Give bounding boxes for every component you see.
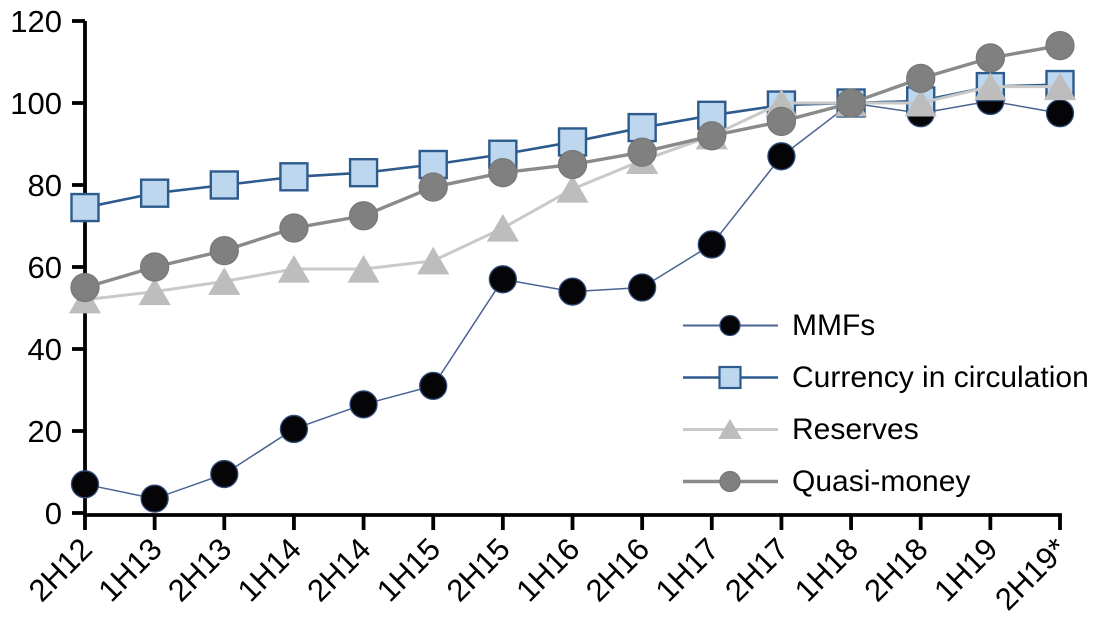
series-reserves-marker: [486, 214, 519, 242]
series-quasi-money-marker: [627, 137, 657, 167]
series-currency-in-circulation-marker: [627, 112, 657, 143]
circle-marker-icon: [719, 314, 741, 337]
x-tick-label: 1H18: [788, 531, 865, 608]
legend-label-currency-in-circulation: Currency in circulation: [792, 361, 1089, 394]
series-mmfs-marker: [349, 390, 378, 419]
x-tick-label: 1H16: [509, 531, 586, 608]
x-tick-label: 1H15: [370, 531, 447, 608]
series-currency-in-circulation-marker: [209, 170, 239, 200]
legend: MMFs Currency in circulation Reserves Qu…: [683, 309, 1089, 498]
x-tick-label: 2H12: [22, 531, 99, 608]
series-currency-in-circulation-marker: [348, 157, 379, 188]
circle-marker-icon: [719, 470, 741, 493]
series-reserves-marker: [138, 277, 171, 306]
series-quasi-money-marker: [348, 201, 379, 231]
y-tick-label: 80: [28, 168, 62, 203]
series-quasi-money-marker: [70, 272, 100, 303]
square-marker-icon: [718, 365, 742, 390]
series-mmfs-marker: [1045, 99, 1075, 128]
series-quasi-money-marker: [418, 172, 448, 202]
y-tick-label: 60: [28, 250, 62, 285]
legend-item-reserves: Reserves: [683, 413, 1089, 446]
y-tick-label: 120: [10, 4, 62, 39]
series-mmfs-marker: [767, 142, 796, 171]
series-reserves-marker: [347, 255, 380, 283]
legend-item-mmfs: MMFs: [683, 309, 1089, 342]
series-reserves-marker: [556, 175, 589, 203]
series-quasi-money-marker: [279, 213, 309, 243]
legend-label-quasi-money: Quasi-money: [792, 465, 971, 498]
x-tick-label: 1H13: [91, 531, 168, 608]
legend-item-currency-in-circulation: Currency in circulation: [683, 361, 1089, 394]
x-tick-label: 2H17: [718, 531, 795, 608]
legend-swatch-quasi-money-icon: [683, 470, 778, 493]
series-reserves-marker: [904, 88, 937, 117]
series-reserves-marker: [208, 267, 241, 295]
series-mmfs-marker: [210, 459, 239, 489]
x-tick-label: 2H19*: [988, 531, 1074, 617]
series-quasi-money-marker: [975, 43, 1006, 73]
series-quasi-money-marker: [766, 106, 797, 137]
series-mmfs-marker: [70, 470, 100, 499]
legend-swatch-currency-icon: [683, 365, 778, 390]
y-tick-label: 40: [28, 332, 62, 367]
x-tick-label: 1H17: [649, 531, 726, 608]
series-quasi-money-marker: [557, 149, 588, 180]
series-quasi-money-marker: [139, 252, 170, 282]
series-mmfs-marker: [697, 230, 726, 259]
series-currency-in-circulation-marker: [279, 162, 309, 192]
legend-label-reserves: Reserves: [792, 413, 919, 446]
legend-item-quasi-money: Quasi-money: [683, 465, 1089, 498]
triangle-marker-icon: [718, 419, 742, 439]
series-mmfs-marker: [419, 371, 448, 401]
legend-swatch-reserves-icon: [683, 419, 778, 439]
series-quasi-money-marker: [209, 235, 239, 266]
x-tick-label: 2H18: [858, 531, 935, 608]
series-reserves-marker: [974, 72, 1007, 101]
x-tick-label: 1H14: [231, 531, 308, 608]
series-reserves-marker: [277, 255, 311, 283]
y-tick-label: 20: [28, 414, 62, 449]
series-reserves-marker: [1043, 72, 1077, 101]
legend-label-mmfs: MMFs: [792, 309, 876, 342]
x-tick-label: 2H15: [440, 531, 517, 608]
x-tick-label: 2H14: [300, 531, 377, 608]
series-mmfs-marker: [140, 484, 169, 513]
series-quasi-money-marker: [488, 158, 518, 188]
series-reserves-marker: [417, 246, 450, 275]
series-quasi-money-marker: [836, 88, 866, 118]
series-currency-in-circulation-marker: [70, 192, 100, 223]
series-mmfs-marker: [488, 265, 518, 294]
series-mmfs-marker: [627, 273, 657, 302]
series-quasi-money-marker: [697, 121, 727, 151]
series-quasi-money-marker: [1045, 30, 1075, 61]
series-currency-in-circulation-marker: [139, 178, 170, 208]
series-quasi-money-marker: [906, 63, 936, 94]
y-tick-label: 100: [10, 86, 62, 121]
series-mmfs-marker: [279, 414, 309, 444]
x-tick-label: 2H13: [161, 531, 238, 608]
series-mmfs-marker: [558, 277, 587, 306]
y-tick-label: 0: [45, 496, 62, 531]
legend-swatch-mmfs-icon: [683, 314, 778, 337]
x-tick-label: 2H16: [579, 531, 656, 608]
